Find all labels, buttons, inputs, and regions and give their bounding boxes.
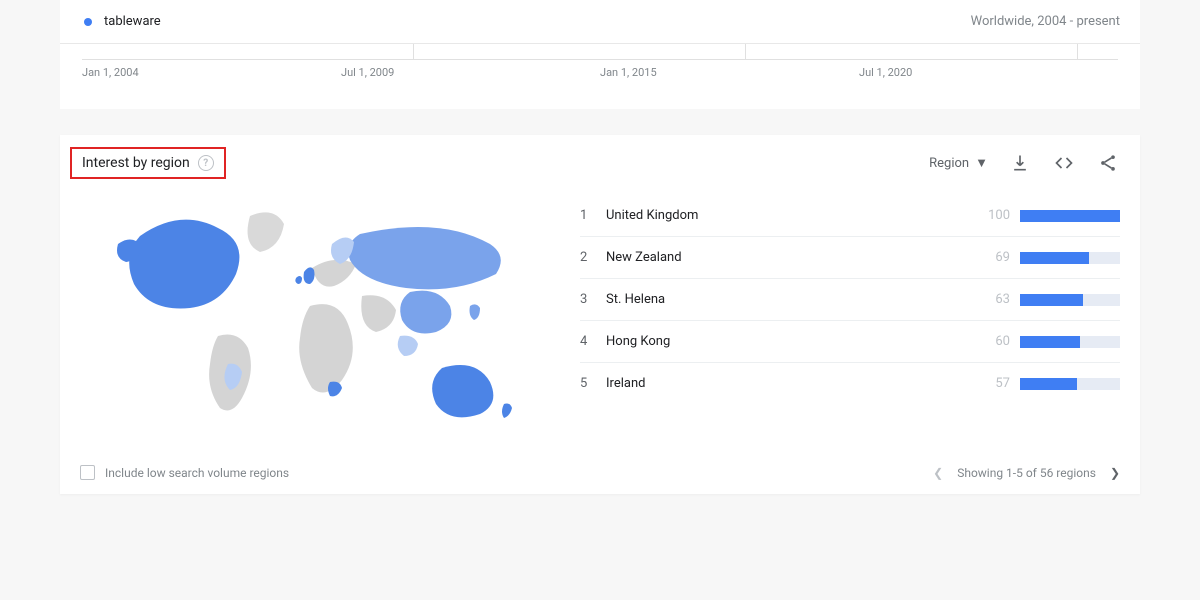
- value: 63: [974, 292, 1020, 307]
- chevron-down-icon: ▼: [975, 155, 988, 171]
- bar-fill: [1020, 294, 1083, 306]
- bar-track: [1020, 252, 1120, 264]
- region-ranking-list: 1 United Kingdom 100 2 New Zealand 69 3 …: [580, 191, 1120, 441]
- country-name: New Zealand: [606, 250, 974, 265]
- timeline-card: Jan 1, 2004 Jul 1, 2009 Jan 1, 2015 Jul …: [60, 44, 1140, 109]
- list-item[interactable]: 1 United Kingdom 100: [580, 195, 1120, 237]
- bar-track: [1020, 294, 1120, 306]
- country-name: St. Helena: [606, 292, 974, 307]
- bar-fill: [1020, 210, 1120, 222]
- rank: 3: [580, 292, 606, 307]
- checkbox-icon: [80, 465, 95, 480]
- term-label: tableware: [104, 14, 161, 29]
- region-scope-label: Region: [929, 156, 969, 171]
- region-header-actions: Region ▼: [929, 151, 1120, 175]
- country-name: United Kingdom: [606, 208, 974, 223]
- pager-text: Showing 1-5 of 56 regions: [957, 466, 1096, 480]
- rank: 1: [580, 208, 606, 223]
- region-title-highlight: Interest by region ?: [70, 147, 226, 179]
- bar-track: [1020, 378, 1120, 390]
- help-icon[interactable]: ?: [198, 155, 214, 171]
- term-dot-icon: [84, 18, 92, 26]
- country-name: Hong Kong: [606, 334, 974, 349]
- low-volume-checkbox[interactable]: Include low search volume regions: [80, 465, 289, 480]
- list-item[interactable]: 3 St. Helena 63: [580, 279, 1120, 321]
- search-term: tableware: [84, 14, 161, 29]
- download-icon[interactable]: [1008, 151, 1032, 175]
- region-body: 1 United Kingdom 100 2 New Zealand 69 3 …: [60, 191, 1140, 451]
- rank: 5: [580, 376, 606, 391]
- embed-icon[interactable]: [1052, 151, 1076, 175]
- value: 60: [974, 334, 1020, 349]
- bar-fill: [1020, 336, 1080, 348]
- bar-fill: [1020, 378, 1077, 390]
- country-name: Ireland: [606, 376, 974, 391]
- timeline-label: Jul 1, 2009: [341, 66, 600, 79]
- timeline-label: Jan 1, 2015: [600, 66, 859, 79]
- bar-fill: [1020, 252, 1089, 264]
- interest-by-region-card: Interest by region ? Region ▼: [60, 135, 1140, 494]
- timeline-labels: Jan 1, 2004 Jul 1, 2009 Jan 1, 2015 Jul …: [82, 66, 1118, 79]
- list-item[interactable]: 2 New Zealand 69: [580, 237, 1120, 279]
- rank: 4: [580, 334, 606, 349]
- chevron-left-icon[interactable]: ❮: [933, 466, 943, 480]
- rank: 2: [580, 250, 606, 265]
- region-footer: Include low search volume regions ❮ Show…: [60, 451, 1140, 494]
- chevron-right-icon[interactable]: ❯: [1110, 466, 1120, 480]
- pager: ❮ Showing 1-5 of 56 regions ❯: [933, 466, 1120, 480]
- list-item[interactable]: 5 Ireland 57: [580, 363, 1120, 404]
- checkbox-label: Include low search volume regions: [105, 466, 289, 480]
- value: 69: [974, 250, 1020, 265]
- share-icon[interactable]: [1096, 151, 1120, 175]
- bar-track: [1020, 336, 1120, 348]
- header-bar: tableware Worldwide, 2004 - present: [60, 0, 1140, 44]
- region-scope-select[interactable]: Region ▼: [929, 155, 988, 171]
- list-item[interactable]: 4 Hong Kong 60: [580, 321, 1120, 363]
- timeline-label: Jul 1, 2020: [859, 66, 1118, 79]
- region-title: Interest by region: [82, 155, 190, 171]
- scope-label: Worldwide, 2004 - present: [971, 14, 1120, 29]
- value: 100: [974, 208, 1020, 223]
- timeline-grid: [82, 44, 1118, 60]
- region-card-header: Interest by region ? Region ▼: [60, 135, 1140, 191]
- timeline-label: Jan 1, 2004: [82, 66, 341, 79]
- bar-track: [1020, 210, 1120, 222]
- value: 57: [974, 376, 1020, 391]
- world-map[interactable]: [80, 191, 560, 441]
